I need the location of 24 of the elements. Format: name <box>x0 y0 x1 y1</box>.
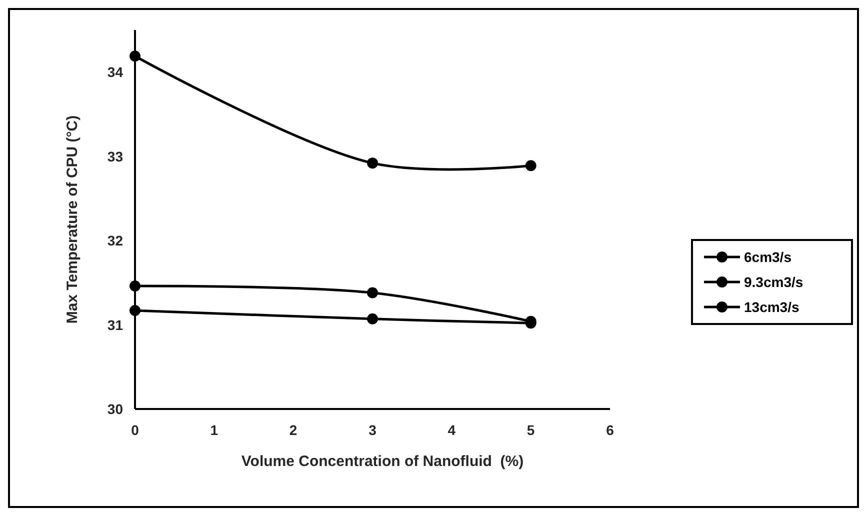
point <box>130 280 140 292</box>
y-tick-label: 33 <box>107 148 124 164</box>
point <box>367 287 378 298</box>
x-tick-label: 5 <box>526 422 535 438</box>
x-tick-label: 1 <box>210 422 218 438</box>
point <box>130 304 140 316</box>
legend-label: 13cm3/s <box>744 299 800 315</box>
legend-label: 6cm3/s <box>744 249 792 265</box>
x-axis-title: Volume Concentration of Nanofluid (%) <box>241 453 524 470</box>
x-tick-label: 4 <box>448 422 456 438</box>
legend-label: 9.3cm3/s <box>744 274 804 290</box>
x-tick-label: 2 <box>289 422 298 438</box>
y-tick-label: 32 <box>107 232 124 249</box>
y-tick-label: 30 <box>107 401 124 417</box>
y-axis-title: Max Temperature of CPU (°C) <box>64 115 81 324</box>
y-tick-label: 31 <box>107 316 124 333</box>
x-tick-label: 6 <box>606 422 614 438</box>
point <box>367 158 378 169</box>
point <box>367 313 378 324</box>
point <box>525 160 536 172</box>
point <box>130 50 140 62</box>
y-tick-label: 34 <box>107 64 124 80</box>
x-tick-label: 0 <box>131 422 140 438</box>
x-tick-label: 3 <box>368 422 377 438</box>
